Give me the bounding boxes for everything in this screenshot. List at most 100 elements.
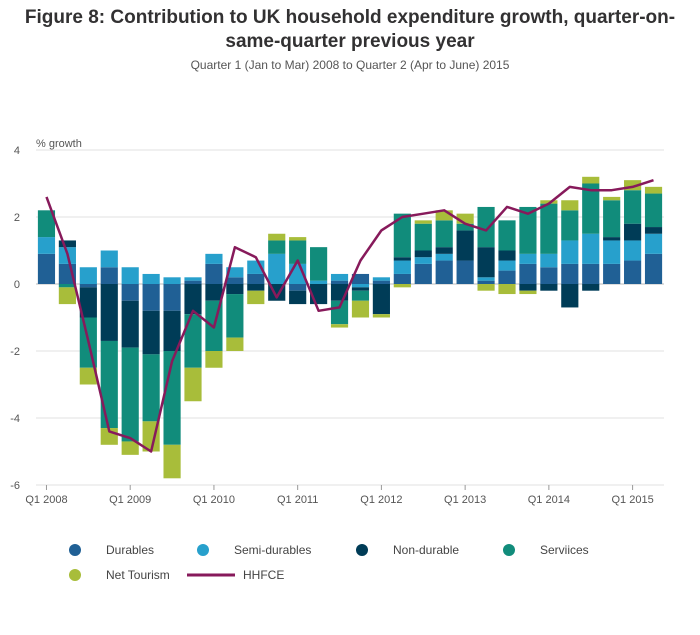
bar-segment	[498, 220, 516, 251]
bar-segment	[330, 324, 349, 328]
bar-segment	[498, 270, 516, 284]
bar-segment	[477, 284, 495, 291]
bar-segment	[519, 206, 537, 254]
bar-segment	[603, 200, 621, 238]
bar-segment	[310, 280, 328, 284]
bar-segment	[477, 277, 495, 281]
x-tick-label: Q1 2013	[444, 494, 486, 506]
bar-segment	[247, 290, 265, 305]
bar-segment	[582, 233, 600, 264]
bar-segment	[351, 290, 370, 301]
bar-segment	[624, 223, 642, 241]
bar-segment	[644, 233, 663, 254]
bar-segment	[477, 206, 495, 248]
bar-segment	[414, 223, 432, 251]
bar-segment	[79, 367, 97, 385]
bar-segment	[163, 284, 181, 311]
bar-segment	[456, 213, 474, 224]
bar-segment	[351, 287, 370, 291]
bar-segment	[372, 277, 390, 281]
bar-segment	[393, 257, 411, 261]
bar-segment	[540, 203, 558, 254]
bar-segment	[289, 237, 307, 241]
bar-segment	[205, 253, 223, 264]
bar-segment	[414, 263, 432, 284]
x-tick-label: Q1 2014	[528, 494, 570, 506]
bar-segment	[414, 220, 432, 224]
bar-segment	[561, 210, 579, 241]
y-tick-label: 2	[14, 212, 20, 224]
bar-segment	[561, 200, 579, 211]
bar-segment	[184, 314, 202, 368]
bar-segment	[100, 267, 118, 284]
bar-segment	[351, 273, 370, 284]
bar-segment	[58, 287, 76, 305]
bar-segment	[247, 273, 265, 284]
bar-segment	[184, 367, 202, 402]
bar-segment	[58, 240, 76, 248]
bar-segment	[289, 240, 307, 264]
bar-segment	[393, 273, 411, 284]
bar-segment	[268, 253, 286, 284]
bar-segment	[289, 284, 307, 291]
bar-segment	[477, 247, 495, 278]
chart-title: Figure 8: Contribution to UK household e…	[24, 7, 676, 52]
bar-segment	[456, 223, 474, 231]
bar-segment	[142, 354, 160, 422]
bar-segment	[456, 230, 474, 261]
bar-segment	[456, 260, 474, 284]
bar-segment	[498, 250, 516, 261]
bar-segment	[624, 240, 642, 261]
y-tick-label: 0	[14, 279, 20, 291]
bar-segment	[603, 196, 621, 201]
y-axis-label: % growth	[36, 138, 82, 150]
legend-swatch	[69, 569, 81, 581]
bar-segment	[79, 284, 97, 288]
bar-segment	[644, 186, 663, 194]
bar-segment	[624, 190, 642, 224]
bar-segment	[644, 193, 663, 228]
x-tick-label: Q1 2012	[360, 494, 402, 506]
bar-segment	[330, 300, 349, 325]
x-tick-label: Q1 2009	[109, 494, 151, 506]
legend-swatch	[356, 544, 368, 556]
bar-segment	[58, 284, 76, 288]
x-tick-label: Q1 2008	[25, 494, 67, 506]
bar-segment	[414, 257, 432, 264]
bar-segment	[79, 267, 97, 284]
bar-segment	[435, 247, 453, 254]
legend-swatch	[197, 544, 209, 556]
bar-segment	[372, 314, 390, 318]
bar-segment	[624, 260, 642, 284]
bar-segment	[268, 233, 286, 241]
bar-segment	[163, 277, 181, 284]
legend-label: Semi-durables	[234, 543, 311, 557]
bar-segment	[372, 284, 390, 315]
bar-segment	[289, 290, 307, 305]
bar-segment	[498, 260, 516, 271]
bar-segment	[540, 284, 558, 291]
bar-segment	[582, 176, 600, 184]
y-tick-label: -4	[10, 413, 20, 425]
bar-segment	[205, 351, 223, 368]
bar-segment	[226, 277, 244, 284]
bar-segment	[644, 253, 663, 284]
bar-segment	[184, 277, 202, 281]
bar-segment	[330, 273, 349, 281]
bar-segment	[519, 284, 537, 291]
bar-segment	[121, 441, 139, 455]
bar-segment	[247, 284, 265, 291]
bar-segment	[540, 253, 558, 268]
legend-label: HHFCE	[243, 568, 284, 582]
bar-segment	[100, 250, 118, 268]
bar-segment	[582, 263, 600, 284]
bar-segment	[142, 310, 160, 355]
bar-segment	[561, 240, 579, 264]
hhfce-line-layer	[45, 179, 654, 453]
bar-segment	[226, 267, 244, 278]
bar-segment	[519, 253, 537, 264]
bar-segment	[435, 220, 453, 248]
x-axis-ticks: Q1 2008 Q1 2009 Q1 2010 Q1 2011 Q1 2012 Q1 20…	[25, 485, 654, 506]
legend-swatch	[69, 544, 81, 556]
